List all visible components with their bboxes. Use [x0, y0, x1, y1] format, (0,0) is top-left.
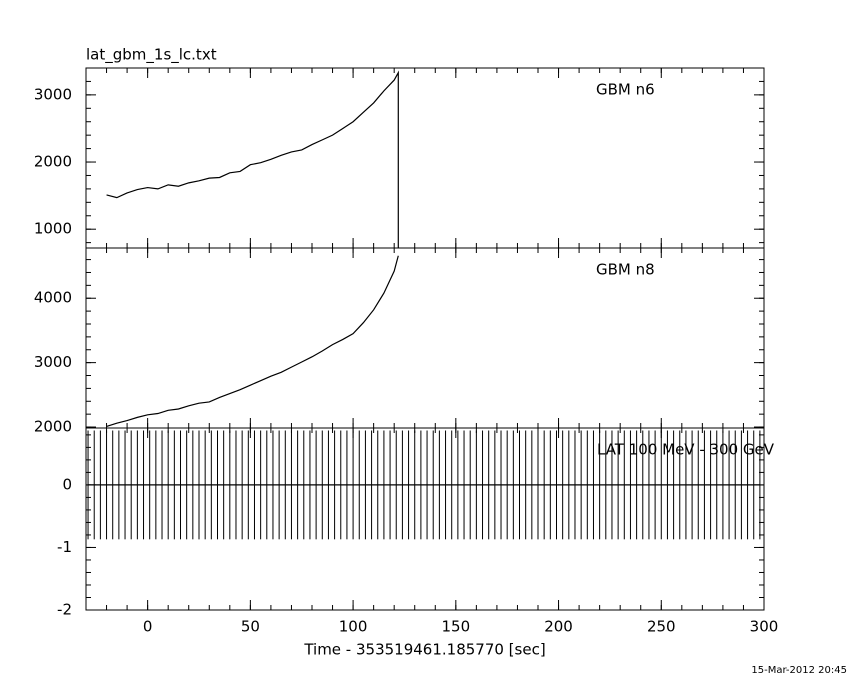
frame — [85, 67, 765, 249]
annotation: GBM n6 — [596, 81, 655, 99]
data-line — [106, 70, 399, 248]
y-tick-label: -2 — [57, 601, 72, 619]
y-tick-label: 1000 — [34, 220, 72, 238]
data-line — [106, 255, 399, 427]
x-tick-label: 300 — [750, 618, 779, 636]
frame — [85, 247, 765, 429]
chart-title: lat_gbm_1s_lc.txt — [86, 46, 217, 65]
x-tick-label: 50 — [241, 618, 260, 636]
y-tick-label: 0 — [62, 475, 72, 493]
x-tick-label: 0 — [143, 618, 153, 636]
x-tick-label: 100 — [339, 618, 368, 636]
plot-area — [87, 430, 761, 540]
x-axis-label: Time - 353519461.185770 [sec] — [303, 641, 545, 659]
x-tick-label: 250 — [647, 618, 676, 636]
y-tick-label: 4000 — [34, 289, 72, 307]
annotation: LAT 100 MeV - 300 GeV — [597, 441, 775, 459]
x-tick-label: 200 — [544, 618, 573, 636]
y-tick-label: 2000 — [34, 153, 72, 171]
y-tick-label: 2000 — [34, 418, 72, 436]
frame — [85, 427, 765, 611]
plot-area — [106, 70, 399, 248]
x-tick-label: 150 — [441, 618, 470, 636]
plot-area — [106, 255, 399, 427]
y-tick-label: -1 — [57, 538, 72, 556]
annotation: GBM n8 — [596, 261, 655, 279]
y-tick-label: 3000 — [34, 85, 72, 103]
timestamp: 15-Mar-2012 20:45 — [751, 665, 847, 676]
y-tick-label: 3000 — [34, 353, 72, 371]
